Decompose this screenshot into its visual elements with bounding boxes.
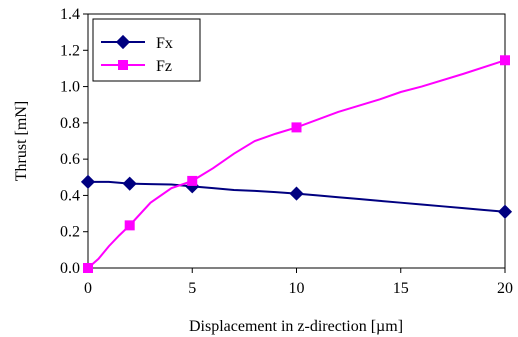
y-tick-label: 1.0 bbox=[60, 79, 80, 96]
data-point-fz bbox=[83, 263, 93, 273]
y-tick-label: 1.4 bbox=[60, 6, 80, 23]
data-point-fz bbox=[500, 55, 510, 66]
y-tick-label: 0.8 bbox=[60, 115, 80, 132]
x-axis-label: Displacement in z-direction [µm] bbox=[189, 318, 403, 335]
data-point-fx bbox=[497, 204, 513, 219]
data-point-fx bbox=[122, 176, 137, 191]
y-tick-label: 0.6 bbox=[60, 151, 80, 168]
x-tick-label: 15 bbox=[393, 280, 409, 297]
y-tick-label: 0.2 bbox=[60, 224, 80, 241]
data-point-fx bbox=[80, 174, 96, 189]
data-point-fz bbox=[124, 220, 135, 231]
data-point-fx bbox=[289, 186, 304, 201]
legend-label-fx: Fx bbox=[156, 35, 173, 52]
x-tick-label: 5 bbox=[188, 280, 196, 297]
y-tick-label: 1.2 bbox=[60, 42, 80, 59]
x-tick-label: 20 bbox=[497, 280, 513, 297]
x-tick-label: 10 bbox=[289, 280, 305, 297]
series-markers bbox=[80, 55, 513, 273]
series-lines bbox=[87, 59, 506, 269]
data-point-fz bbox=[291, 122, 302, 133]
legend: Fx Fz bbox=[92, 18, 201, 82]
legend-label-fz: Fz bbox=[156, 58, 172, 75]
y-tick-label: 0.0 bbox=[60, 260, 80, 277]
x-tick-label: 0 bbox=[84, 280, 92, 297]
y-axis-label: Thrust [mN] bbox=[13, 101, 30, 181]
legend-box bbox=[92, 18, 201, 82]
data-point-fz bbox=[187, 175, 198, 186]
y-tick-label: 0.4 bbox=[60, 187, 80, 204]
legend-marker-fz bbox=[118, 60, 128, 70]
series-line-fz bbox=[87, 59, 506, 269]
